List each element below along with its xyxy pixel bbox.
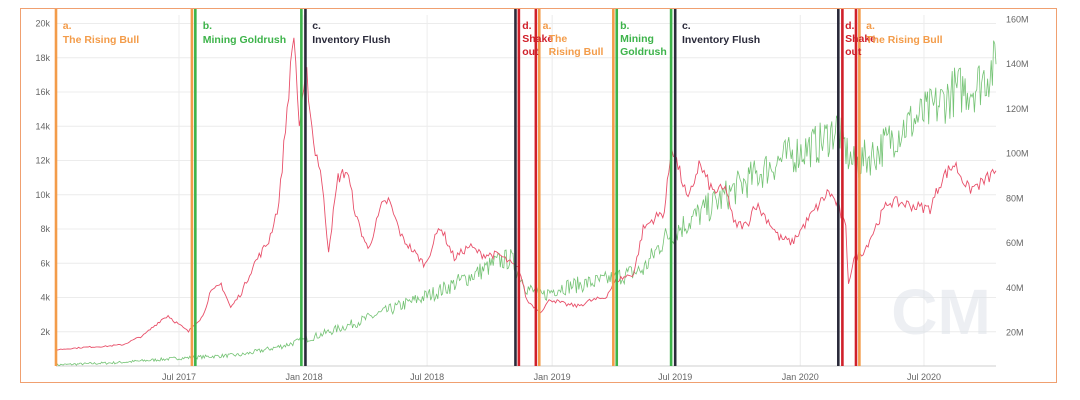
hashrate-series-line [55,40,997,367]
phase-label-text: out [522,46,539,58]
y-right-tick-label: 60M [1006,238,1024,248]
price-hashrate-chart: 2k 4k 6k 8k 10k 12k 14k 16k 18k 20k 20M 40M 60M 80M 10… [35,9,1029,382]
y-left-tick-label: 8k [40,224,50,234]
phase-label-prefix: d. [845,20,854,32]
phase-label-prefix: a. [63,20,72,32]
x-tick-label: Jan 2018 [286,372,323,382]
phase-label-prefix: b. [203,20,212,32]
y-right-tick-label: 80M [1006,193,1024,203]
phase-label-text: Inventory Flush [682,34,760,46]
y-right-tick-label: 160M [1006,14,1029,24]
phase-label-text: Shake [522,33,553,45]
y-right-tick-label: 100M [1006,149,1029,159]
phase-label-text: Goldrush [620,46,667,58]
phase-label-text: Inventory Flush [312,34,390,46]
chart-frame: 2k 4k 6k 8k 10k 12k 14k 16k 18k 20k 20M 40M 60M 80M 10… [20,8,1057,383]
phase-label-prefix: d. [522,20,531,32]
phase-label-prefix: a. [866,20,875,32]
x-tick-label: Jul 2020 [907,372,941,382]
phase-label-text: Mining [620,33,654,45]
y-left-tick-label: 4k [40,293,50,303]
phase-label-prefix: a. [543,20,552,32]
phase-label-prefix: b. [620,20,629,32]
y-left-tick-label: 6k [40,258,50,268]
x-tick-label: Jan 2020 [782,372,819,382]
phase-label-text: The Rising Bull [866,34,943,46]
x-tick-label: Jul 2019 [658,372,692,382]
y-right-tick-label: 20M [1006,327,1024,337]
x-tick-label: Jul 2018 [410,372,444,382]
phase-label-prefix: c. [682,20,691,32]
y-left-tick-label: 18k [35,53,50,63]
phase-label-text: Mining Goldrush [203,34,286,46]
phase-label-text: The [549,33,568,45]
x-tick-label: Jan 2019 [534,372,571,382]
phase-label-text: Shake [845,33,876,45]
y-left-tick-label: 10k [35,190,50,200]
y-right-tick-label: 40M [1006,283,1024,293]
y-right-tick-label: 140M [1006,59,1029,69]
phase-label-prefix: c. [312,20,321,32]
y-left-tick-label: 14k [35,121,50,131]
y-left-tick-label: 16k [35,87,50,97]
phase-label-text: Rising Bull [549,46,604,58]
y-right-tick-label: 120M [1006,104,1029,114]
y-left-tick-label: 20k [35,19,50,29]
y-left-tick-label: 12k [35,156,50,166]
x-tick-label: Jul 2017 [162,372,196,382]
y-left-tick-label: 2k [40,327,50,337]
phase-label-text: out [845,46,862,58]
phase-label-text: The Rising Bull [63,34,140,46]
watermark-logo: CM [891,276,991,348]
